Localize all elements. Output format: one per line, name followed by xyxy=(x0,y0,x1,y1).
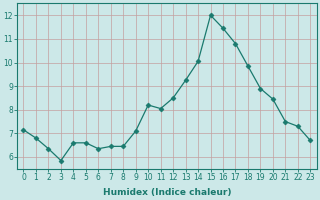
X-axis label: Humidex (Indice chaleur): Humidex (Indice chaleur) xyxy=(103,188,231,197)
